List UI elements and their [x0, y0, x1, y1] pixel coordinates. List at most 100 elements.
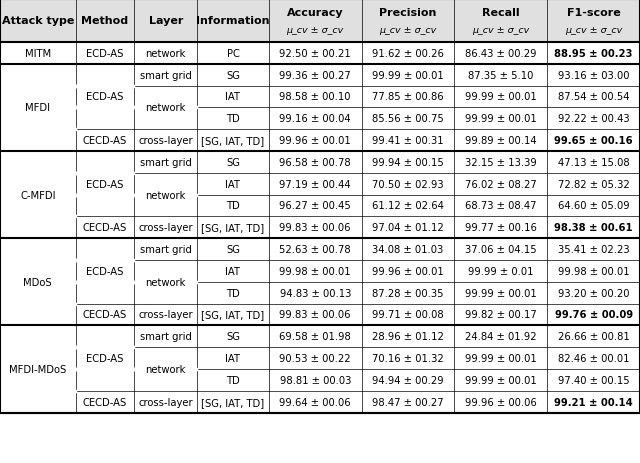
- Text: cross-layer: cross-layer: [138, 310, 193, 320]
- Text: 34.08 ± 01.03: 34.08 ± 01.03: [372, 244, 444, 255]
- Text: 99.94 ± 00.15: 99.94 ± 00.15: [372, 157, 444, 168]
- Text: TD: TD: [226, 114, 240, 124]
- Text: 32.15 ± 13.39: 32.15 ± 13.39: [465, 157, 537, 168]
- Text: 26.66 ± 00.81: 26.66 ± 00.81: [557, 332, 630, 342]
- Text: ECD-AS: ECD-AS: [86, 266, 124, 276]
- Text: Accuracy: Accuracy: [287, 8, 344, 18]
- Text: cross-layer: cross-layer: [138, 136, 193, 146]
- Text: Precision: Precision: [380, 8, 436, 18]
- Text: 99.16 ± 00.04: 99.16 ± 00.04: [280, 114, 351, 124]
- Text: network: network: [145, 103, 186, 113]
- Text: 92.50 ± 00.21: 92.50 ± 00.21: [279, 49, 351, 59]
- Text: 97.19 ± 00.44: 97.19 ± 00.44: [280, 179, 351, 189]
- Text: 69.58 ± 01.98: 69.58 ± 01.98: [279, 332, 351, 342]
- Text: 70.50 ± 02.93: 70.50 ± 02.93: [372, 179, 444, 189]
- Text: 97.40 ± 00.15: 97.40 ± 00.15: [558, 375, 629, 385]
- Text: μ_cv ± σ_cv: μ_cv ± σ_cv: [565, 25, 622, 35]
- Text: MFDI-MDoS: MFDI-MDoS: [9, 364, 67, 374]
- Text: 64.60 ± 05.09: 64.60 ± 05.09: [558, 201, 629, 211]
- Text: smart grid: smart grid: [140, 332, 192, 342]
- Text: IAT: IAT: [225, 353, 241, 363]
- Text: 68.73 ± 08.47: 68.73 ± 08.47: [465, 201, 536, 211]
- Text: Method: Method: [81, 17, 129, 26]
- Text: IAT: IAT: [225, 266, 241, 276]
- Text: smart grid: smart grid: [140, 70, 192, 81]
- Text: 99.96 ± 00.01: 99.96 ± 00.01: [279, 136, 351, 146]
- Text: smart grid: smart grid: [140, 157, 192, 168]
- Text: 47.13 ± 15.08: 47.13 ± 15.08: [558, 157, 629, 168]
- Text: 99.21 ± 00.14: 99.21 ± 00.14: [554, 397, 633, 407]
- Text: TD: TD: [226, 375, 240, 385]
- Text: 99.71 ± 00.08: 99.71 ± 00.08: [372, 310, 444, 320]
- Text: Attack type: Attack type: [1, 17, 74, 26]
- Text: 37.06 ± 04.15: 37.06 ± 04.15: [465, 244, 536, 255]
- Text: 72.82 ± 05.32: 72.82 ± 05.32: [557, 179, 630, 189]
- Text: 91.62 ± 00.26: 91.62 ± 00.26: [372, 49, 444, 59]
- Text: 77.85 ± 00.86: 77.85 ± 00.86: [372, 92, 444, 102]
- Text: 85.56 ± 00.75: 85.56 ± 00.75: [372, 114, 444, 124]
- Text: 99.96 ± 00.01: 99.96 ± 00.01: [372, 266, 444, 276]
- Text: 99.99 ± 0.01: 99.99 ± 0.01: [468, 266, 534, 276]
- Text: network: network: [145, 49, 186, 59]
- Text: 70.16 ± 01.32: 70.16 ± 01.32: [372, 353, 444, 363]
- Text: 76.02 ± 08.27: 76.02 ± 08.27: [465, 179, 537, 189]
- Text: ECD-AS: ECD-AS: [86, 353, 124, 363]
- Text: 92.22 ± 00.43: 92.22 ± 00.43: [558, 114, 629, 124]
- Text: 99.99 ± 00.01: 99.99 ± 00.01: [465, 92, 537, 102]
- Text: 52.63 ± 00.78: 52.63 ± 00.78: [280, 244, 351, 255]
- Text: 99.99 ± 00.01: 99.99 ± 00.01: [465, 288, 537, 298]
- Text: 99.77 ± 00.16: 99.77 ± 00.16: [465, 223, 537, 233]
- Text: μ_cv ± σ_cv: μ_cv ± σ_cv: [287, 25, 344, 35]
- Text: 96.27 ± 00.45: 96.27 ± 00.45: [279, 201, 351, 211]
- Text: Recall: Recall: [482, 8, 520, 18]
- Text: 99.64 ± 00.06: 99.64 ± 00.06: [280, 397, 351, 407]
- Text: 86.43 ± 00.29: 86.43 ± 00.29: [465, 49, 536, 59]
- Text: TD: TD: [226, 201, 240, 211]
- Bar: [0, 0, 640, 43]
- Text: ECD-AS: ECD-AS: [86, 92, 124, 102]
- Text: ECD-AS: ECD-AS: [86, 49, 124, 59]
- Text: 87.54 ± 00.54: 87.54 ± 00.54: [558, 92, 629, 102]
- Text: 99.41 ± 00.31: 99.41 ± 00.31: [372, 136, 444, 146]
- Text: 24.84 ± 01.92: 24.84 ± 01.92: [465, 332, 536, 342]
- Text: SG: SG: [226, 157, 240, 168]
- Text: F1-score: F1-score: [567, 8, 620, 18]
- Text: network: network: [145, 190, 186, 200]
- Text: network: network: [145, 277, 186, 287]
- Text: 61.12 ± 02.64: 61.12 ± 02.64: [372, 201, 444, 211]
- Text: [SG, IAT, TD]: [SG, IAT, TD]: [202, 397, 264, 407]
- Text: cross-layer: cross-layer: [138, 223, 193, 233]
- Text: 99.99 ± 00.01: 99.99 ± 00.01: [465, 375, 537, 385]
- Text: 99.65 ± 00.16: 99.65 ± 00.16: [554, 136, 633, 146]
- Text: CECD-AS: CECD-AS: [83, 136, 127, 146]
- Text: PC: PC: [227, 49, 239, 59]
- Text: 99.99 ± 00.01: 99.99 ± 00.01: [465, 353, 537, 363]
- Text: 98.58 ± 00.10: 98.58 ± 00.10: [280, 92, 351, 102]
- Text: CECD-AS: CECD-AS: [83, 310, 127, 320]
- Text: 98.81 ± 00.03: 98.81 ± 00.03: [280, 375, 351, 385]
- Text: 94.94 ± 00.29: 94.94 ± 00.29: [372, 375, 444, 385]
- Text: 99.98 ± 00.01: 99.98 ± 00.01: [280, 266, 351, 276]
- Text: 99.82 ± 00.17: 99.82 ± 00.17: [465, 310, 537, 320]
- Text: 94.83 ± 00.13: 94.83 ± 00.13: [280, 288, 351, 298]
- Text: 88.95 ± 00.23: 88.95 ± 00.23: [554, 49, 633, 59]
- Text: MFDI: MFDI: [25, 103, 51, 113]
- Text: 97.04 ± 01.12: 97.04 ± 01.12: [372, 223, 444, 233]
- Text: 99.83 ± 00.06: 99.83 ± 00.06: [280, 310, 351, 320]
- Text: μ_cv ± σ_cv: μ_cv ± σ_cv: [380, 25, 436, 35]
- Text: IAT: IAT: [225, 179, 241, 189]
- Text: TD: TD: [226, 288, 240, 298]
- Text: 87.28 ± 00.35: 87.28 ± 00.35: [372, 288, 444, 298]
- Text: SG: SG: [226, 70, 240, 81]
- Text: ECD-AS: ECD-AS: [86, 179, 124, 189]
- Text: 96.58 ± 00.78: 96.58 ± 00.78: [280, 157, 351, 168]
- Text: 98.38 ± 00.61: 98.38 ± 00.61: [554, 223, 633, 233]
- Text: μ_cv ± σ_cv: μ_cv ± σ_cv: [472, 25, 529, 35]
- Text: 99.76 ± 00.09: 99.76 ± 00.09: [554, 310, 633, 320]
- Text: [SG, IAT, TD]: [SG, IAT, TD]: [202, 310, 264, 320]
- Text: MDoS: MDoS: [24, 277, 52, 287]
- Text: Layer: Layer: [148, 17, 183, 26]
- Text: 99.99 ± 00.01: 99.99 ± 00.01: [372, 70, 444, 81]
- Text: 93.16 ± 03.00: 93.16 ± 03.00: [558, 70, 629, 81]
- Text: 99.89 ± 00.14: 99.89 ± 00.14: [465, 136, 536, 146]
